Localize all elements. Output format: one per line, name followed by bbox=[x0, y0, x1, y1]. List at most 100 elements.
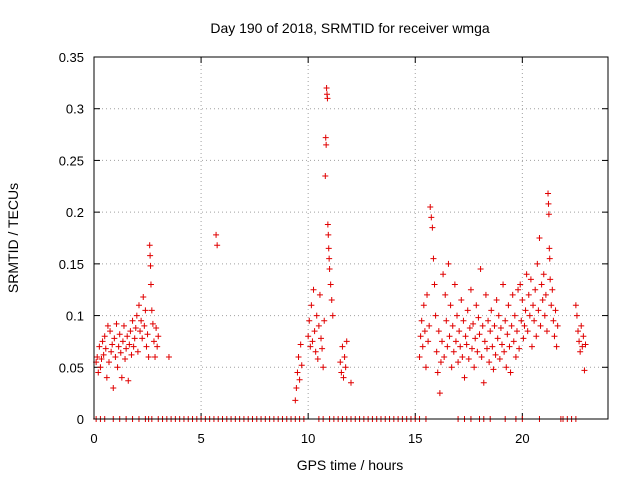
data-point-SRMTID bbox=[486, 359, 493, 366]
y-tick-label: 0.1 bbox=[66, 309, 84, 324]
data-point-SRMTID bbox=[479, 322, 486, 329]
data-point-SRMTID bbox=[305, 333, 312, 340]
data-point-SRMTID bbox=[431, 281, 438, 288]
data-point-SRMTID bbox=[125, 377, 132, 384]
data-point-SRMTID bbox=[460, 317, 467, 324]
x-tick-label: 0 bbox=[90, 431, 97, 446]
data-point-SRMTID bbox=[482, 291, 489, 298]
data-point-SRMTID bbox=[459, 353, 466, 360]
data-point-SRMTID bbox=[111, 335, 118, 342]
data-point-SRMTID bbox=[497, 324, 504, 331]
data-point-SRMTID bbox=[120, 322, 127, 329]
data-point-SRMTID bbox=[441, 353, 448, 360]
data-point-SRMTID bbox=[472, 335, 479, 342]
data-point-SRMTID bbox=[509, 291, 516, 298]
data-point-SRMTID bbox=[511, 312, 518, 319]
y-tick-label: 0.3 bbox=[66, 102, 84, 117]
axis-ticks bbox=[93, 56, 608, 420]
data-point-SRMTID bbox=[99, 338, 106, 345]
data-point-SRMTID bbox=[98, 356, 105, 363]
data-point-SRMTID bbox=[295, 353, 302, 360]
data-point-SRMTID bbox=[457, 343, 464, 350]
data-point-SRMTID bbox=[116, 331, 123, 338]
data-point-SRMTID bbox=[294, 369, 301, 376]
data-point-SRMTID bbox=[543, 328, 550, 335]
data-point-SRMTID bbox=[149, 320, 156, 327]
data-point-SRMTID bbox=[101, 333, 108, 340]
data-point-SRMTID bbox=[442, 291, 449, 298]
data-point-SRMTID bbox=[418, 317, 425, 324]
data-point-SRMTID bbox=[549, 286, 556, 293]
data-point-SRMTID bbox=[577, 348, 584, 355]
data-point-SRMTID bbox=[448, 364, 455, 371]
data-point-SRMTID bbox=[323, 141, 330, 148]
data-point-SRMTID bbox=[572, 302, 579, 309]
data-point-SRMTID bbox=[553, 343, 560, 350]
data-point-SRMTID bbox=[434, 369, 441, 376]
data-point-SRMTID bbox=[458, 297, 465, 304]
data-point-SRMTID bbox=[456, 328, 463, 335]
data-point-SRMTID bbox=[437, 359, 444, 366]
x-tick-label: 5 bbox=[197, 431, 204, 446]
data-point-SRMTID bbox=[325, 245, 332, 252]
data-point-SRMTID bbox=[538, 281, 545, 288]
data-point-SRMTID bbox=[498, 341, 505, 348]
data-point-SRMTID bbox=[213, 231, 220, 238]
data-point-SRMTID bbox=[326, 266, 333, 273]
data-point-SRMTID bbox=[552, 307, 559, 314]
data-point-SRMTID bbox=[510, 338, 517, 345]
data-point-SRMTID bbox=[148, 307, 155, 314]
data-point-SRMTID bbox=[132, 324, 139, 331]
data-point-SRMTID bbox=[293, 384, 300, 391]
data-point-SRMTID bbox=[461, 374, 468, 381]
data-point-SRMTID bbox=[112, 353, 119, 360]
data-point-SRMTID bbox=[338, 369, 345, 376]
data-point-SRMTID bbox=[524, 328, 531, 335]
data-point-SRMTID bbox=[119, 338, 126, 345]
data-point-SRMTID bbox=[143, 343, 150, 350]
data-point-SRMTID bbox=[580, 333, 587, 340]
data-point-SRMTID bbox=[105, 359, 112, 366]
data-point-SRMTID bbox=[141, 322, 148, 329]
chart-title: Day 190 of 2018, SRMTID for receiver wmg… bbox=[210, 20, 490, 36]
data-point-SRMTID bbox=[503, 364, 510, 371]
data-point-SRMTID bbox=[506, 343, 513, 350]
data-point-SRMTID bbox=[450, 348, 457, 355]
data-point-SRMTID bbox=[142, 307, 149, 314]
data-point-SRMTID bbox=[579, 343, 586, 350]
data-point-SRMTID bbox=[126, 341, 133, 348]
data-point-SRMTID bbox=[424, 291, 431, 298]
data-point-SRMTID bbox=[417, 333, 424, 340]
data-point-SRMTID bbox=[319, 345, 326, 352]
data-point-SRMTID bbox=[487, 328, 494, 335]
data-point-SRMTID bbox=[309, 338, 316, 345]
data-point-SRMTID bbox=[428, 214, 435, 221]
data-point-SRMTID bbox=[548, 302, 555, 309]
data-point-SRMTID bbox=[131, 335, 138, 342]
data-point-SRMTID bbox=[128, 351, 135, 358]
data-point-SRMTID bbox=[575, 328, 582, 335]
data-point-SRMTID bbox=[130, 343, 137, 350]
data-point-SRMTID bbox=[496, 356, 503, 363]
data-point-SRMTID bbox=[122, 356, 129, 363]
data-point-SRMTID bbox=[470, 320, 477, 327]
data-point-SRMTID bbox=[471, 364, 478, 371]
data-point-SRMTID bbox=[117, 349, 124, 356]
data-point-SRMTID bbox=[138, 317, 145, 324]
data-point-SRMTID bbox=[296, 376, 303, 383]
data-point-SRMTID bbox=[545, 190, 552, 197]
data-point-SRMTID bbox=[541, 312, 548, 319]
data-point-SRMTID bbox=[339, 343, 346, 350]
data-point-SRMTID bbox=[152, 353, 159, 360]
data-point-SRMTID bbox=[520, 335, 527, 342]
data-point-SRMTID bbox=[311, 328, 318, 335]
data-point-SRMTID bbox=[517, 281, 524, 288]
tick-labels: 0 0.05 0.1 0.15 0.2 0.25 0.3 0.35 0 5 10 15 20 bbox=[59, 50, 530, 446]
data-point-SRMTID bbox=[576, 338, 583, 345]
data-point-SRMTID bbox=[316, 291, 323, 298]
data-point-SRMTID bbox=[526, 312, 533, 319]
data-point-SRMTID bbox=[550, 317, 557, 324]
data-point-SRMTID bbox=[545, 211, 552, 218]
data-point-SRMTID bbox=[124, 333, 131, 340]
data-point-SRMTID bbox=[103, 374, 110, 381]
